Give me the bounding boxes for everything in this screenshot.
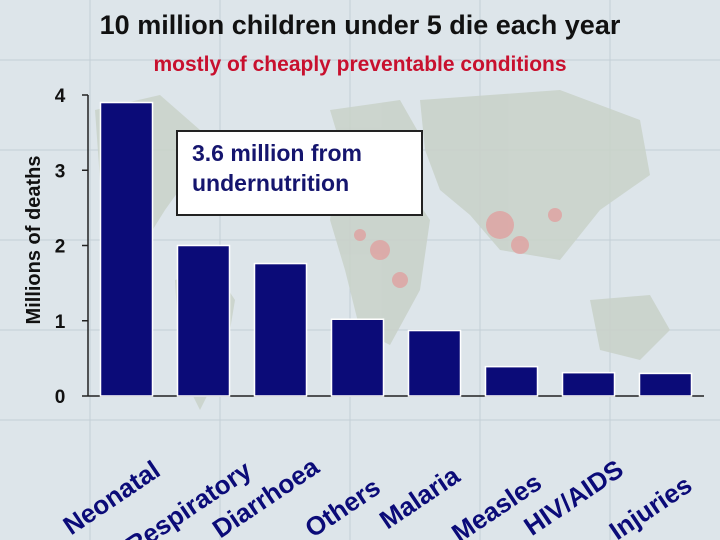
bar-hiv-aids [561, 371, 616, 397]
y-tick-label: 1 [55, 312, 66, 333]
undernutrition-annotation: 3.6 million from undernutrition [176, 130, 423, 216]
bar-malaria [407, 329, 462, 397]
bar-series [99, 101, 693, 397]
y-tick-label: 4 [55, 86, 66, 107]
bar-others [330, 318, 385, 397]
bar-neonatal [99, 101, 154, 397]
bar-injuries [638, 372, 693, 397]
y-tick-labels: 0 1 2 3 4 [55, 86, 88, 408]
y-tick-label: 3 [55, 161, 66, 182]
y-tick-label: 2 [55, 237, 66, 258]
bar-diarrhoea [253, 262, 308, 397]
bar-measles [484, 365, 539, 397]
chart-title: 10 million children under 5 die each yea… [99, 10, 621, 40]
bar-respiratory [176, 244, 231, 397]
y-tick-label: 0 [55, 387, 66, 408]
x-tick-labels: NeonatalRespiratoryDiarrhoeaOthersMalari… [58, 451, 698, 540]
y-axis-label: Millions of deaths [23, 156, 45, 325]
chart-subtitle: mostly of cheaply preventable conditions [153, 53, 567, 76]
